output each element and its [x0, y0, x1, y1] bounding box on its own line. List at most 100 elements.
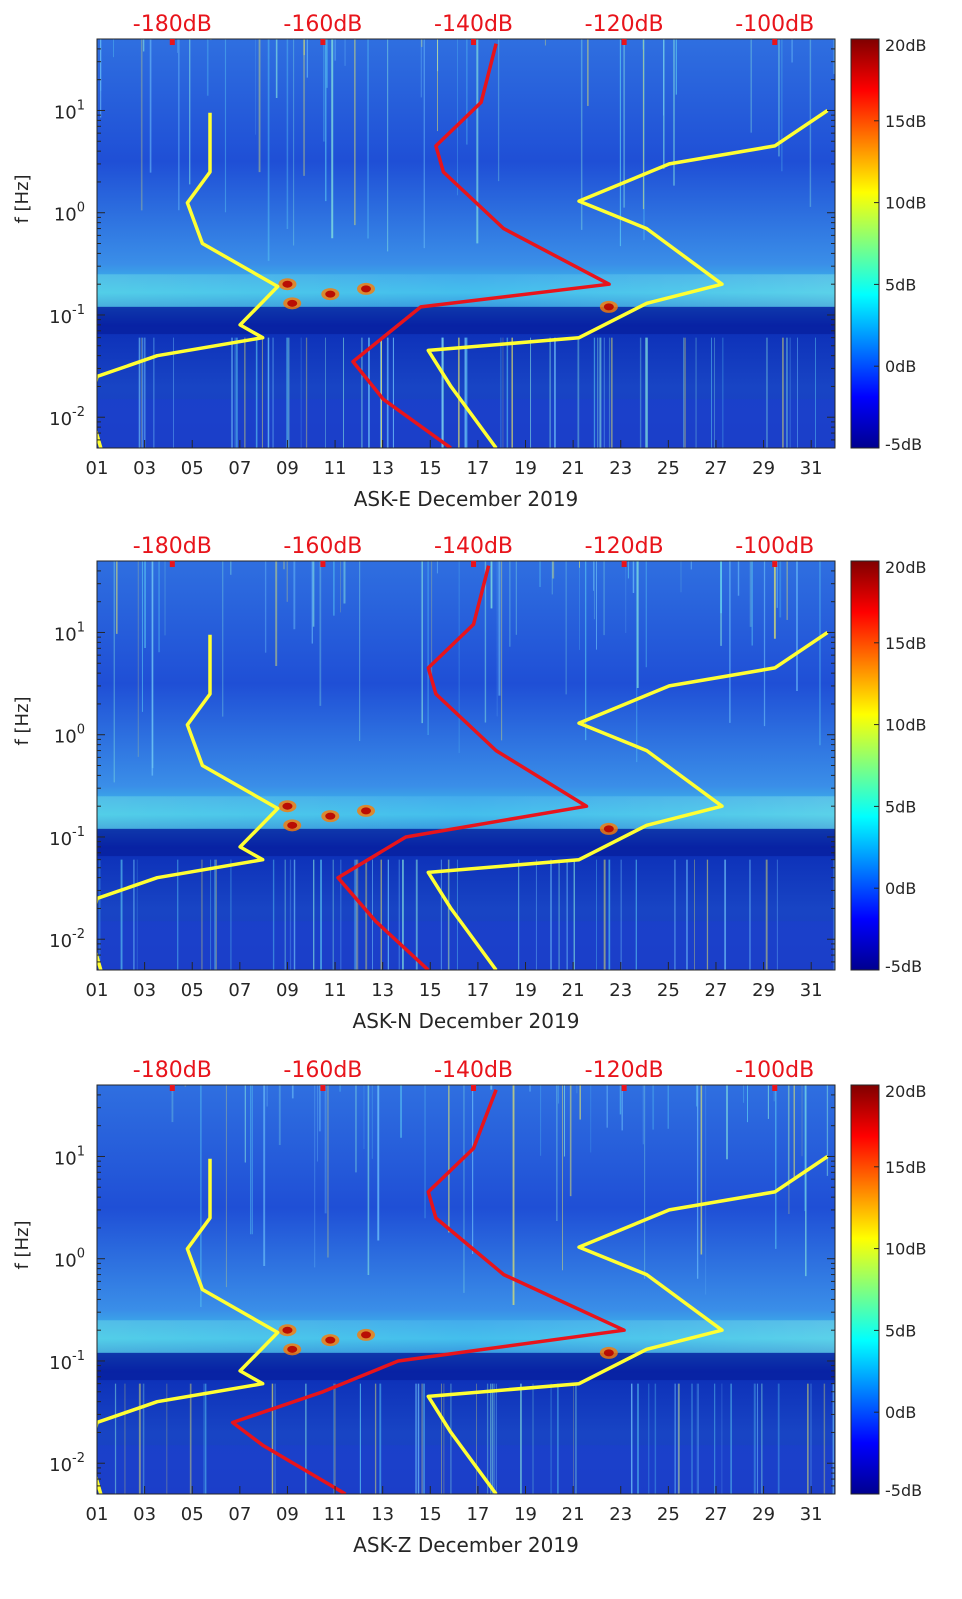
colorbar-tick-label: 10dB — [885, 194, 927, 213]
x-tick-label: 19 — [514, 1504, 537, 1525]
top-axis-tick — [471, 39, 477, 45]
x-tick-label: 27 — [705, 1504, 728, 1525]
y-tick-label: 101 — [54, 1144, 85, 1169]
y-tick-label: 100 — [54, 1247, 85, 1272]
overlay-line-3 — [426, 631, 829, 970]
x-tick-label: 11 — [324, 980, 347, 1001]
colorbar-tick-label: 15dB — [885, 112, 927, 131]
panel-1: 01 03 05 07 09 11 13 15 17 19 21 23 25 27 29 31 ASK-E De… — [12, 12, 927, 511]
x-tick-label: 21 — [562, 458, 585, 479]
x-tick-label: 25 — [657, 458, 680, 479]
panel-2: 01 03 05 07 09 11 13 15 17 19 21 23 25 27 29 31 ASK-N De… — [12, 534, 927, 1033]
x-tick-label: 19 — [514, 458, 537, 479]
top-axis-tick — [169, 1085, 175, 1091]
colorbar-gradient — [850, 560, 880, 971]
colorbar-tick-label: 0dB — [885, 879, 916, 898]
x-tick-label: 01 — [86, 980, 109, 1001]
x-tick-label: 29 — [752, 458, 775, 479]
top-axis-tick — [471, 1085, 477, 1091]
overlay-line-1 — [97, 112, 280, 448]
overlay-line-2 — [351, 43, 611, 448]
x-tick-label: 03 — [133, 980, 156, 1001]
top-axis-label: -160dB — [283, 1058, 362, 1083]
colorbar-tick-label: 5dB — [885, 275, 916, 294]
top-axis-label: -100dB — [735, 534, 814, 559]
top-axis-label: -120dB — [585, 12, 664, 37]
x-tick-label: 11 — [324, 1504, 347, 1525]
colorbar-tick-label: 20dB — [885, 36, 927, 55]
x-tick-label: 25 — [657, 980, 680, 1001]
top-axis-label: -100dB — [735, 12, 814, 37]
overlay-line-3 — [426, 109, 829, 448]
x-tick-label: 31 — [800, 980, 823, 1001]
x-tick-label: 21 — [562, 1504, 585, 1525]
y-axis-label: f [Hz] — [12, 1220, 33, 1269]
x-tick-label: 13 — [371, 458, 394, 479]
x-tick-label: 09 — [276, 458, 299, 479]
x-tick-label: 17 — [466, 458, 489, 479]
x-tick-label: 17 — [466, 1504, 489, 1525]
overlay-line-1 — [97, 1158, 280, 1494]
top-axis-tick — [772, 39, 778, 45]
x-tick-label: 07 — [228, 1504, 251, 1525]
x-tick-label: 29 — [752, 1504, 775, 1525]
colorbar: 20dB 15dB 10dB 5dB 0dB -5dB — [850, 1082, 927, 1500]
spectrogram-streaks — [98, 561, 835, 970]
top-axis-tick — [169, 39, 175, 45]
x-tick-label: 15 — [419, 458, 442, 479]
overlay-line-2 — [230, 1089, 626, 1494]
x-tick-label: 23 — [609, 980, 632, 1001]
colorbar-tick-label: 10dB — [885, 1240, 927, 1259]
x-tick-label: 03 — [133, 458, 156, 479]
x-tick-label: 05 — [181, 458, 204, 479]
x-tick-label: 03 — [133, 1504, 156, 1525]
colorbar-tick-label: 20dB — [885, 558, 927, 577]
top-axis-label: -140dB — [434, 12, 513, 37]
overlay-line-3 — [426, 1155, 829, 1494]
colorbar-tick-label: -5dB — [885, 957, 922, 976]
x-tick-label: 23 — [609, 458, 632, 479]
x-tick-label: 05 — [181, 1504, 204, 1525]
spectrogram-background — [97, 561, 835, 970]
colorbar: 20dB 15dB 10dB 5dB 0dB -5dB — [850, 36, 927, 454]
x-tick-label: 07 — [228, 980, 251, 1001]
colorbar-tick-label: 0dB — [885, 1403, 916, 1422]
top-axis-label: -180dB — [133, 1058, 212, 1083]
top-axis-label: -100dB — [735, 1058, 814, 1083]
microseism-band — [97, 1320, 835, 1353]
x-tick-label: 09 — [276, 1504, 299, 1525]
overlay-line-1 — [97, 634, 280, 970]
spectrogram-field — [97, 561, 835, 970]
top-axis-tick — [621, 39, 627, 45]
x-tick-label: 09 — [276, 980, 299, 1001]
x-tick-label: 27 — [705, 458, 728, 479]
colorbar-tick-label: -5dB — [885, 435, 922, 454]
top-axis-tick — [320, 561, 326, 567]
x-tick-label: 31 — [800, 1504, 823, 1525]
top-axis-tick — [169, 561, 175, 567]
colorbar-tick-label: 5dB — [885, 797, 916, 816]
y-tick-label: 10-2 — [49, 1451, 85, 1476]
x-tick-label: 31 — [800, 458, 823, 479]
x-axis-label: ASK-E December 2019 — [354, 487, 579, 511]
x-tick-label: 19 — [514, 980, 537, 1001]
x-tick-label: 15 — [419, 1504, 442, 1525]
top-axis-tick — [320, 39, 326, 45]
y-tick-label: 100 — [54, 723, 85, 748]
x-tick-label: 07 — [228, 458, 251, 479]
x-tick-label: 25 — [657, 1504, 680, 1525]
y-tick-label: 10-2 — [49, 927, 85, 952]
y-axis-label: f [Hz] — [12, 174, 33, 223]
top-axis-tick — [471, 561, 477, 567]
spectrogram-background — [97, 1085, 835, 1494]
top-axis-tick — [772, 561, 778, 567]
colorbar-tick-label: 5dB — [885, 1321, 916, 1340]
x-tick-label: 01 — [86, 458, 109, 479]
x-tick-label: 21 — [562, 980, 585, 1001]
spectrogram-field — [97, 1085, 835, 1494]
y-tick-label: 10-1 — [49, 1349, 85, 1374]
y-tick-label: 100 — [54, 201, 85, 226]
top-axis-tick — [621, 561, 627, 567]
top-axis-tick — [621, 1085, 627, 1091]
overlay-line-2 — [336, 565, 589, 970]
